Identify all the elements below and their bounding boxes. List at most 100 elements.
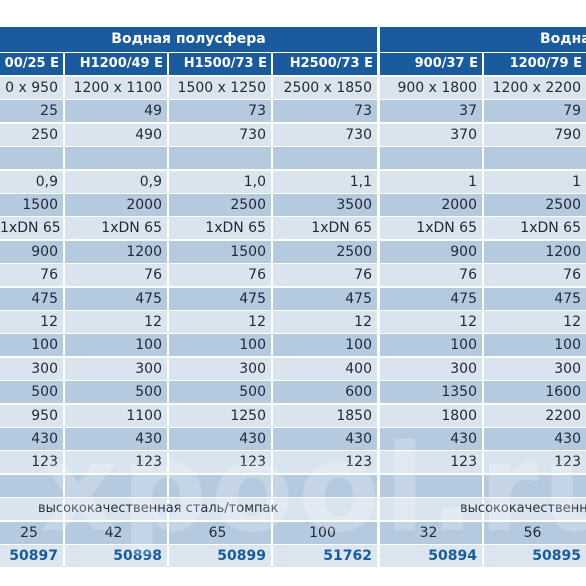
table-cell: 300 — [380, 358, 482, 380]
column-header: H2500/73 E — [273, 53, 377, 75]
table-cell: 76 — [169, 264, 271, 286]
table-row: 1xDN 65 1xDN 65 1xDN 65 1xDN 65 1xDN 65 1xDN … — [0, 217, 586, 240]
table-cell: 100 — [273, 334, 377, 356]
table-row — [0, 147, 586, 170]
table-cell: 12 — [273, 311, 377, 333]
table-row — [0, 475, 586, 498]
table-cell: 430 — [0, 428, 63, 450]
table-row: 0 x 950 1200 x 1100 1500 x 1250 2500 x 1850… — [0, 77, 586, 100]
table-cell: 73 — [273, 100, 377, 122]
table-cell: 950 — [0, 405, 63, 427]
table-row: 475 475 475 475 475 475 — [0, 288, 586, 311]
table-cell: 100 — [380, 334, 482, 356]
table-cell: 100 — [484, 334, 586, 356]
table-cell: 123 — [169, 451, 271, 473]
table-cell: 1xDN 65 — [65, 217, 167, 239]
column-header: 900/37 E — [380, 53, 482, 75]
table-cell — [65, 147, 167, 169]
table-cell: 79 — [484, 100, 586, 122]
group-header-water: Водная — [380, 27, 586, 52]
table-cell: 1,0 — [169, 171, 271, 193]
table-cell — [65, 498, 167, 520]
table-cell: 790 — [484, 124, 586, 146]
table-cell: 76 — [65, 264, 167, 286]
table-cell — [0, 147, 63, 169]
table-cell: 12 — [380, 311, 482, 333]
table-cell: 1200 — [65, 241, 167, 263]
table-cell: 56 — [484, 522, 586, 544]
table-cell — [380, 498, 482, 520]
table-cell: 2200 — [484, 405, 586, 427]
table-row: 25 49 73 73 37 79 — [0, 100, 586, 123]
table-cell: 1,1 — [273, 171, 377, 193]
article-number: 50898 — [65, 545, 167, 567]
table-cell: 300 — [484, 358, 586, 380]
table-cell: 76 — [380, 264, 482, 286]
table-row: 900 1200 1500 2500 900 1200 — [0, 241, 586, 264]
table-cell: 300 — [0, 358, 63, 380]
table-cell: 2000 — [380, 194, 482, 216]
table-cell: 1850 — [273, 405, 377, 427]
table-cell: 0 x 950 — [0, 77, 63, 99]
table-cell — [380, 475, 482, 497]
table-cell: 490 — [65, 124, 167, 146]
table-cell — [0, 475, 63, 497]
column-header: 1200/79 E — [484, 53, 586, 75]
table-row: 500 500 500 600 1350 1600 — [0, 381, 586, 404]
table-cell: 1500 x 1250 — [169, 77, 271, 99]
table-cell — [273, 147, 377, 169]
table-cell — [484, 147, 586, 169]
table-cell: 0,9 — [0, 171, 63, 193]
table-cell — [169, 147, 271, 169]
table-cell: 430 — [65, 428, 167, 450]
table-cell: 1100 — [65, 405, 167, 427]
group-header-water-hemisphere: Водная полусфера — [0, 27, 377, 52]
table-cell: 100 — [169, 334, 271, 356]
table-cell: 42 — [65, 522, 167, 544]
table-cell: 1 — [484, 171, 586, 193]
table-cell: 65 — [169, 522, 271, 544]
table-row: 25 42 65 100 32 56 — [0, 522, 586, 545]
table-cell: 100 — [273, 522, 377, 544]
table-cell — [484, 475, 586, 497]
table-cell: 475 — [484, 288, 586, 310]
table-cell: 0,9 — [65, 171, 167, 193]
table-cell: 1xDN 65 — [484, 217, 586, 239]
table-cell: 123 — [273, 451, 377, 473]
table-cell: 3500 — [273, 194, 377, 216]
table-cell: 100 — [0, 334, 63, 356]
article-number: 51762 — [273, 545, 377, 567]
table-cell: 37 — [380, 100, 482, 122]
article-number: 50894 — [380, 545, 482, 567]
table-cell: 430 — [484, 428, 586, 450]
table-cell: 123 — [380, 451, 482, 473]
table-cell — [0, 498, 63, 520]
table-cell: 2500 — [484, 194, 586, 216]
table-row: 1500 2000 2500 3500 2000 2500 — [0, 194, 586, 217]
table-cell — [380, 147, 482, 169]
column-header: 00/25 E — [0, 53, 63, 75]
table-cell: 76 — [273, 264, 377, 286]
material-label: высококачественная сталь/томпак — [38, 501, 279, 516]
table-cell — [484, 498, 586, 520]
mat-row: высококачественная сталь/томпак высококач… — [0, 498, 586, 521]
table-cell: 2500 — [169, 194, 271, 216]
table-cell: 2500 — [273, 241, 377, 263]
table-cell: 2500 x 1850 — [273, 77, 377, 99]
table-cell: 250 — [0, 124, 63, 146]
table-cell: 100 — [65, 334, 167, 356]
table-cell: 1500 — [0, 194, 63, 216]
table-row: 123 123 123 123 123 123 — [0, 451, 586, 474]
table-cell — [273, 475, 377, 497]
table-row: 950 1100 1250 1850 1800 2200 — [0, 405, 586, 428]
table-cell: 1xDN 65 — [273, 217, 377, 239]
table-cell — [273, 498, 377, 520]
table-cell: 1600 — [484, 381, 586, 403]
table-cell: 1xDN 65 — [169, 217, 271, 239]
table-cell: 1800 — [380, 405, 482, 427]
table-cell: 76 — [0, 264, 63, 286]
table-cell: 475 — [273, 288, 377, 310]
table-cell — [169, 498, 271, 520]
table-cell: 12 — [65, 311, 167, 333]
table-cell: 370 — [380, 124, 482, 146]
